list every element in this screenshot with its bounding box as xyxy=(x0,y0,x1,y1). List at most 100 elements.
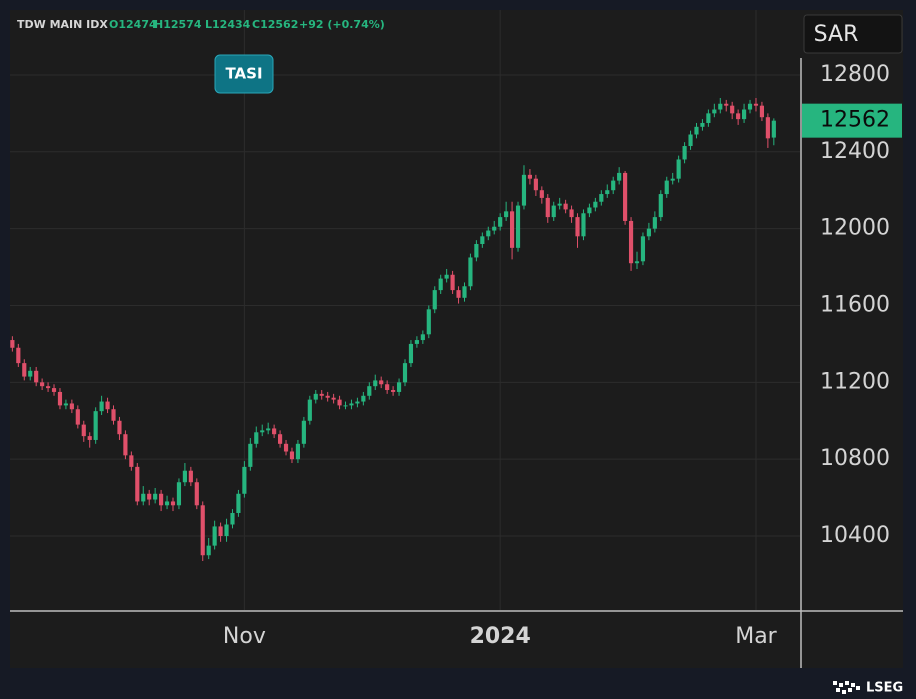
candle-body xyxy=(682,146,687,160)
y-tick-label: 12800 xyxy=(820,62,890,87)
candle-body xyxy=(634,261,640,264)
candle-body xyxy=(646,228,651,237)
candle-body xyxy=(539,190,544,198)
candle-body xyxy=(533,178,538,191)
candle-body xyxy=(593,201,598,208)
candle-body xyxy=(402,363,408,383)
candle-body xyxy=(16,347,21,364)
currency-box[interactable] xyxy=(803,14,903,54)
candle-body xyxy=(224,524,229,537)
y-tick-label: 10800 xyxy=(820,446,890,471)
brand: LSEG xyxy=(866,681,903,696)
candle-body xyxy=(248,443,253,467)
candle-body xyxy=(200,505,205,556)
candle-body xyxy=(188,470,193,483)
candle-body xyxy=(176,482,182,506)
candle-body xyxy=(712,109,717,114)
candle-body xyxy=(753,103,759,106)
candle-body xyxy=(105,401,110,410)
candle-body xyxy=(111,409,116,421)
y-tick-label: 12400 xyxy=(820,139,890,164)
candle-body xyxy=(509,211,515,248)
brand-mark xyxy=(833,681,860,694)
candle-body xyxy=(486,230,491,237)
candle-body xyxy=(605,190,610,195)
candle-body xyxy=(599,194,604,202)
candle-body xyxy=(765,117,770,139)
annotation-badge[interactable] xyxy=(214,54,274,94)
candle-body xyxy=(40,382,45,387)
candle-body xyxy=(408,343,414,364)
candle-body xyxy=(367,386,372,396)
candle-body xyxy=(283,443,289,452)
candle-body xyxy=(706,113,711,123)
candle-body xyxy=(182,470,187,483)
x-tick-label: Mar xyxy=(735,624,777,649)
candle-body xyxy=(391,390,396,392)
candle-body xyxy=(260,430,265,433)
candle-body xyxy=(45,386,51,389)
candle-body xyxy=(295,443,301,460)
candle-body xyxy=(51,388,57,392)
candle-body xyxy=(69,403,74,410)
candle-body xyxy=(575,217,580,237)
candle-body xyxy=(99,401,104,412)
y-tick-label: 11600 xyxy=(820,292,890,317)
candle-body xyxy=(468,257,473,287)
candle-body xyxy=(373,380,378,387)
header: TDW MAIN IDX O12474 H12574 L12434 C12562… xyxy=(17,18,385,31)
candle-body xyxy=(694,126,699,135)
candle-body xyxy=(385,384,390,391)
candle-body xyxy=(272,428,277,435)
candle-body xyxy=(343,405,348,407)
candle-body xyxy=(414,340,419,344)
candle-body xyxy=(34,370,39,383)
candle-body xyxy=(28,370,33,377)
candle-body xyxy=(87,436,92,440)
y-tick-label: 10400 xyxy=(820,523,890,548)
candle-body xyxy=(313,393,318,400)
last-price-label: 12562 xyxy=(820,108,890,133)
y-tick-label: 12000 xyxy=(820,216,890,241)
candle-body xyxy=(432,290,437,310)
candle-body xyxy=(480,236,485,245)
candle-body xyxy=(557,203,562,206)
candle-body xyxy=(337,399,342,406)
candle-body xyxy=(569,209,574,218)
candle-body xyxy=(301,420,306,444)
candle-body xyxy=(652,217,657,229)
candle-body xyxy=(420,334,425,341)
symbol: TDW MAIN IDX xyxy=(17,18,108,31)
open-value: O12474 xyxy=(109,18,157,31)
currency[interactable]: SAR xyxy=(814,22,859,47)
candle-body xyxy=(658,194,663,218)
y-tick-label: 11200 xyxy=(820,369,890,394)
candle-body xyxy=(521,174,527,206)
candle-body xyxy=(93,411,98,440)
candle-body xyxy=(676,159,681,179)
candle-body xyxy=(266,428,271,431)
candle-body xyxy=(456,290,461,298)
candle-body xyxy=(212,526,217,546)
candle-body xyxy=(135,466,140,502)
candle-body xyxy=(57,391,63,406)
candle-body xyxy=(700,122,705,127)
candle-body xyxy=(164,501,170,506)
candle-body xyxy=(736,113,741,120)
candle-body xyxy=(474,244,479,258)
high-value: H12574 xyxy=(154,18,202,31)
candle-body xyxy=(159,493,164,506)
last-price-badge xyxy=(802,103,902,138)
candle-body xyxy=(206,545,211,556)
candle-body xyxy=(730,105,735,114)
candle-body xyxy=(628,220,634,264)
candle-body xyxy=(10,340,15,348)
x-tick-label: Nov xyxy=(223,624,266,649)
annotation[interactable]: TASI xyxy=(225,65,262,83)
candle-body xyxy=(254,432,259,444)
candle-body xyxy=(515,205,521,248)
candle-body xyxy=(498,217,503,227)
candle-body xyxy=(170,501,176,506)
candle-body xyxy=(617,172,622,181)
